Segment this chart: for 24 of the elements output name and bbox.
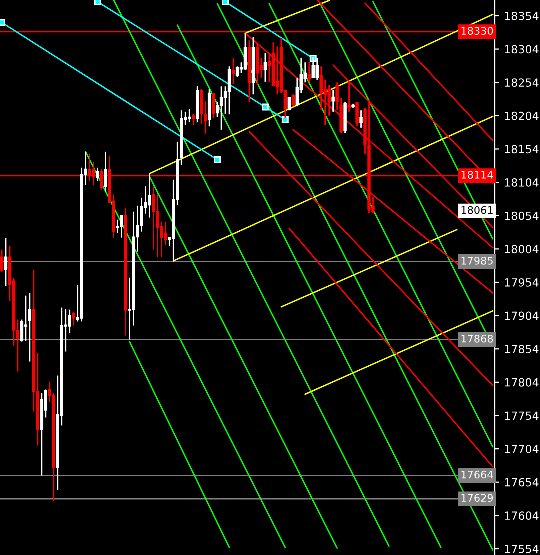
y-tick-label: 18354 xyxy=(505,12,539,20)
y-tick-label: 17704 xyxy=(505,445,539,454)
y-tick-label: 17754 xyxy=(505,412,539,420)
y-tick-label: 17554 xyxy=(505,545,539,554)
y-tick-label: 18154 xyxy=(505,145,539,154)
ref-line-label: 18114 xyxy=(462,171,494,179)
y-tick-label: 18254 xyxy=(505,78,539,87)
y-tick-label: 17904 xyxy=(505,312,539,320)
annotation: 18061 xyxy=(462,206,493,214)
ref-line-label: 17868 xyxy=(462,334,494,343)
y-tick-label: 18004 xyxy=(505,245,539,254)
ref-line-label: 17629 xyxy=(462,494,494,502)
y-tick-label: 18054 xyxy=(505,212,539,220)
ref-line-label: 18330 xyxy=(462,27,494,36)
y-tick-label: 17654 xyxy=(505,478,539,487)
y-tick-label: 17954 xyxy=(505,278,539,287)
y-tick-label: 17604 xyxy=(505,512,539,520)
y-tick-label: 17854 xyxy=(505,345,539,354)
ref-line-label: 17985 xyxy=(462,256,493,265)
y-tick-label: 17804 xyxy=(505,378,539,387)
y-tick-label: 18304 xyxy=(505,45,539,54)
y-tick-label: 18204 xyxy=(505,112,539,120)
ref-line-label: 17664 xyxy=(462,470,494,479)
y-tick-label: 18104 xyxy=(505,178,539,187)
